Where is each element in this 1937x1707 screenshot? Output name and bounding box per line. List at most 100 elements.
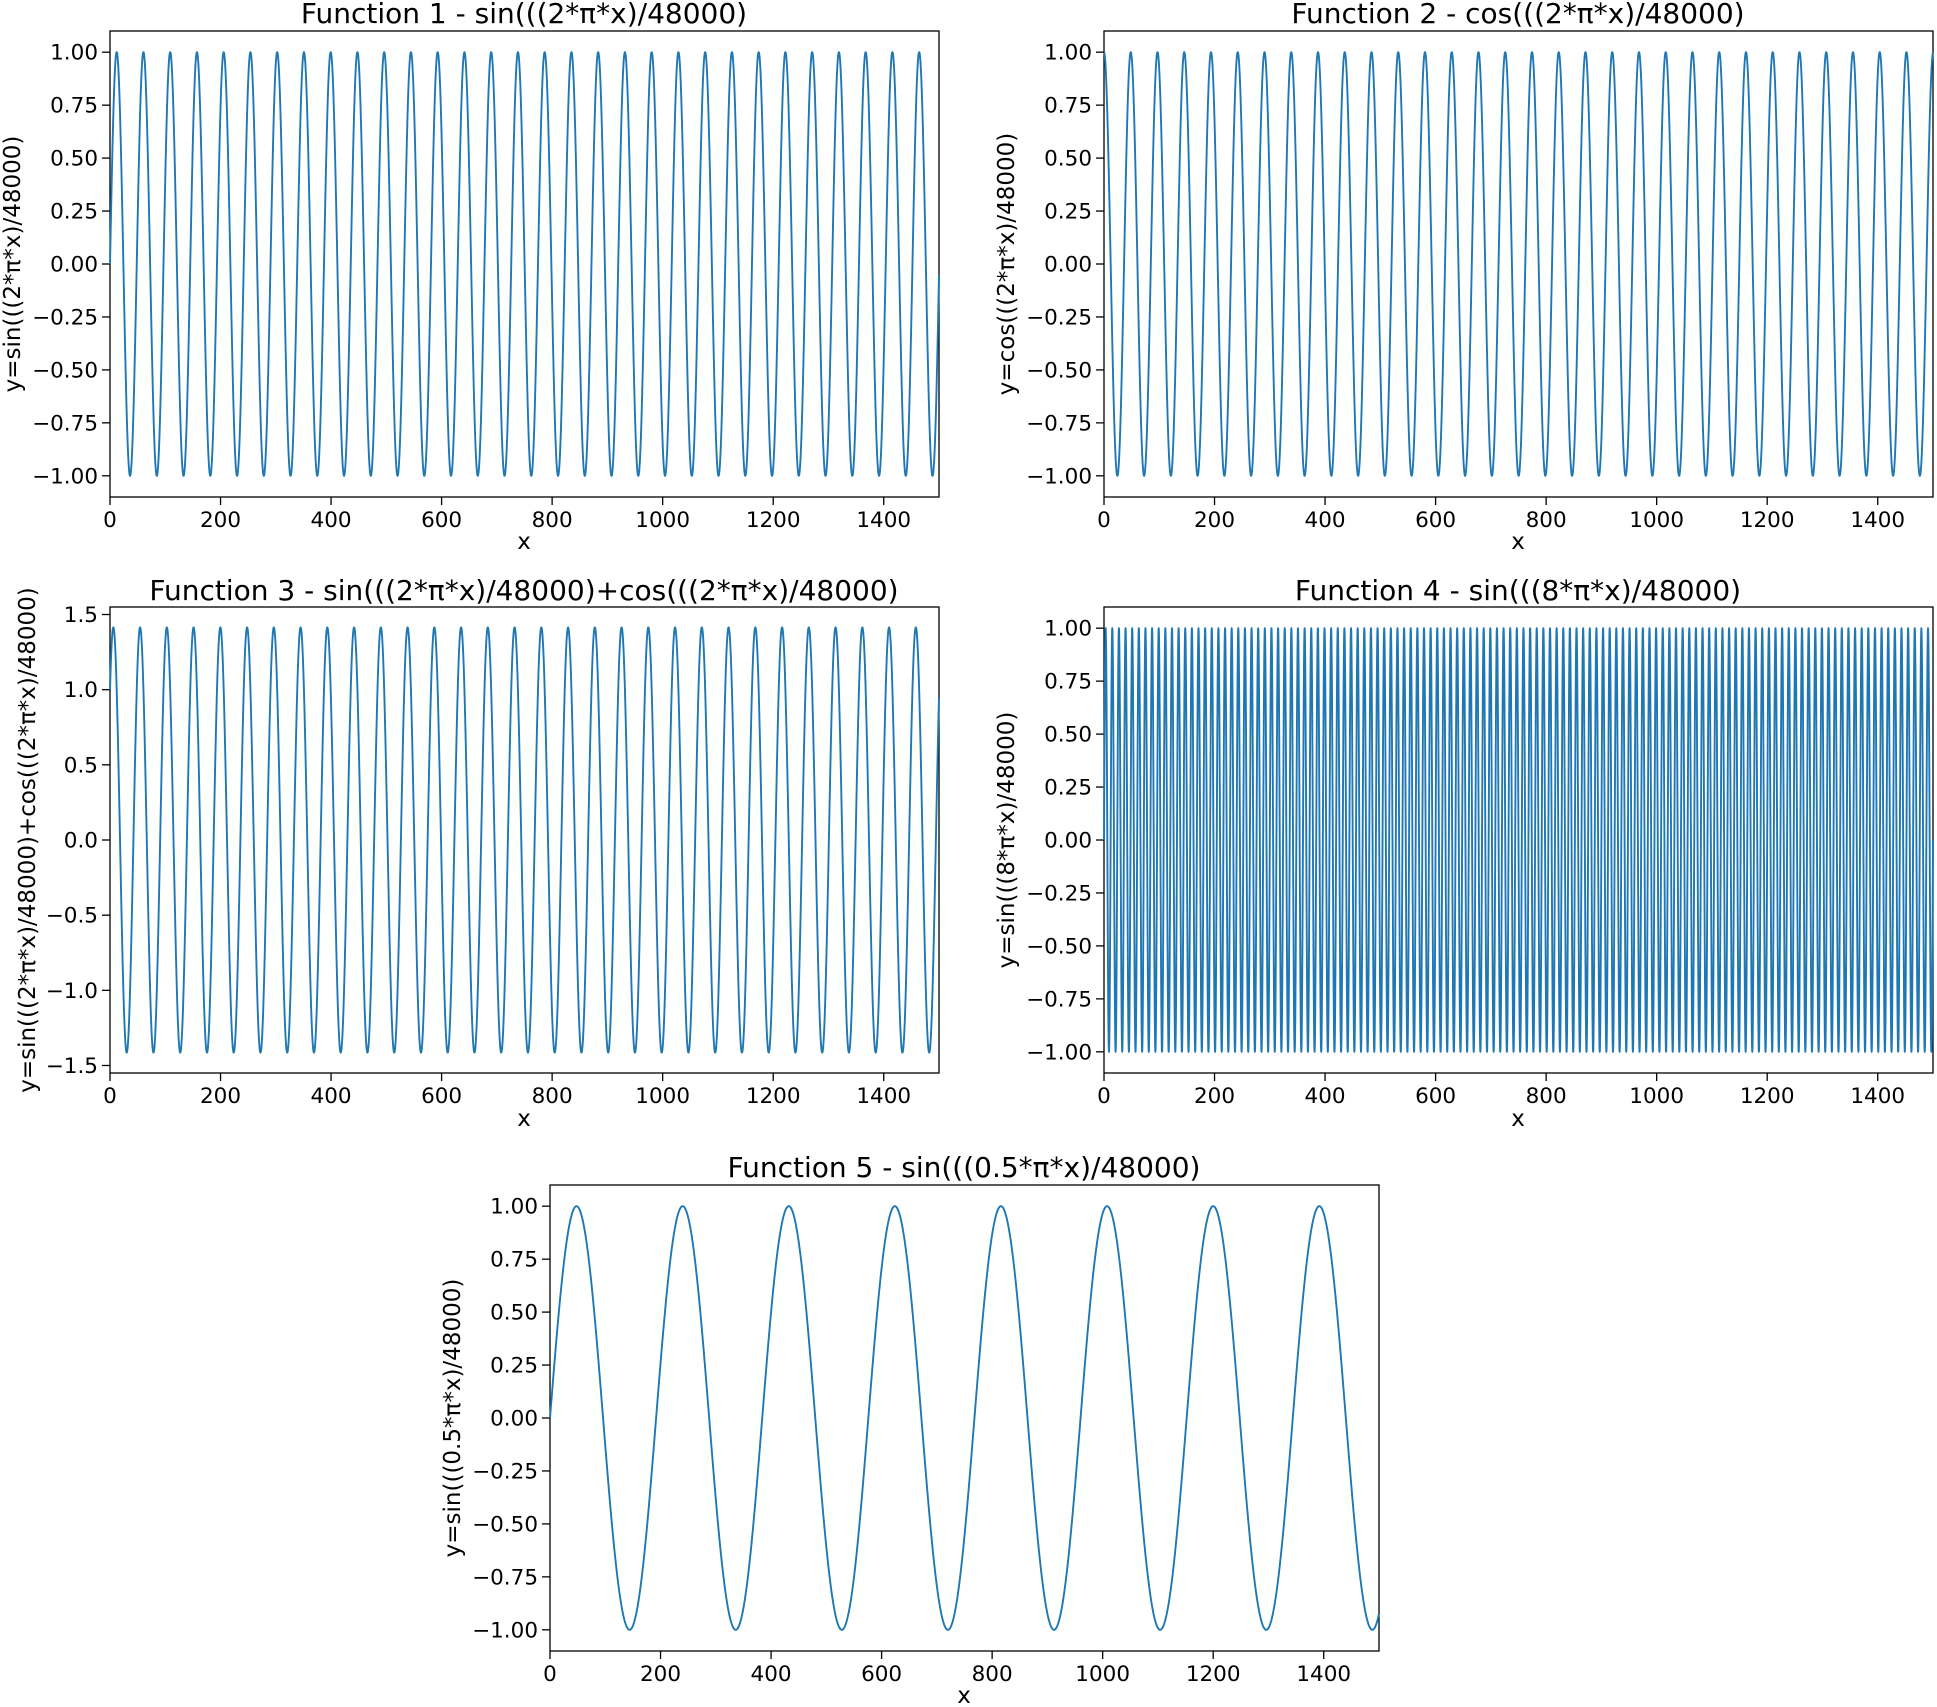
chart-title: Function 2 - cos(((2*π*x)/48000)	[1291, 0, 1744, 30]
x-tick-label: 0	[1097, 508, 1111, 533]
x-tick-label: 1000	[1629, 1084, 1684, 1109]
x-tick-label: 1400	[1850, 508, 1905, 533]
x-tick-label: 1200	[746, 508, 801, 533]
series-group	[109, 51, 940, 477]
y-tick-label: 0.75	[490, 1248, 538, 1273]
x-tick-label: 1000	[635, 1084, 690, 1109]
series-line	[109, 51, 940, 477]
x-axis-label: x	[517, 1106, 531, 1132]
y-tick-label: 0.25	[490, 1354, 538, 1379]
series-group	[109, 626, 940, 1054]
x-tick-label: 0	[1097, 1084, 1111, 1109]
y-tick-label: −1.5	[46, 1054, 98, 1079]
y-axis-label: y=sin(((2*π*x)/48000)+cos(((2*π*x)/48000…	[15, 587, 41, 1093]
subplot-function-1: 0 200 400 600 800 1000 1200 1400 1.00 0.75 0.50 0.2…	[0, 0, 940, 555]
axis-ticks: 0 200 400 600 800 1000 1200 1400 1.00 0.75 0.50 0.2…	[472, 1195, 1351, 1687]
y-tick-label: −0.25	[1026, 881, 1092, 906]
subplot-function-2: 0 200 400 600 800 1000 1200 1400 1.00 0.75 0.50 0.2…	[994, 0, 1934, 555]
x-tick-label: 400	[751, 1662, 792, 1687]
x-tick-label: 1200	[1740, 508, 1795, 533]
chart-title: Function 4 - sin(((8*π*x)/48000)	[1295, 574, 1741, 607]
y-tick-label: 0.75	[1044, 94, 1092, 119]
x-tick-label: 1000	[1629, 508, 1684, 533]
y-tick-label: 0.00	[490, 1407, 538, 1432]
y-tick-label: 1.00	[50, 41, 98, 66]
chart-title: Function 5 - sin(((0.5*π*x)/48000)	[728, 1151, 1201, 1184]
series-group	[549, 1205, 1380, 1631]
x-tick-label: 1400	[1850, 1084, 1905, 1109]
x-tick-label: 200	[640, 1662, 681, 1687]
x-tick-label: 0	[103, 1084, 117, 1109]
subplot-function-3: 0 200 400 600 800 1000 1200 1400 1.5 1.0 0.5 0.0 −0.…	[15, 574, 940, 1132]
y-tick-label: −1.00	[1026, 1040, 1092, 1065]
x-tick-label: 800	[532, 508, 573, 533]
y-tick-label: 0.50	[50, 147, 98, 172]
x-tick-label: 200	[200, 508, 241, 533]
x-tick-label: 600	[861, 1662, 902, 1687]
axis-ticks: 0 200 400 600 800 1000 1200 1400 1.5 1.0 0.5 0.0 −0.…	[46, 603, 911, 1109]
x-tick-label: 1400	[856, 1084, 911, 1109]
x-axis-label: x	[1511, 529, 1525, 555]
y-tick-label: −0.25	[1026, 305, 1092, 330]
y-tick-label: 0.50	[1044, 147, 1092, 172]
x-tick-label: 400	[311, 1084, 352, 1109]
y-tick-label: 1.0	[64, 678, 98, 703]
y-tick-label: −0.50	[472, 1512, 538, 1537]
x-tick-label: 200	[200, 1084, 241, 1109]
y-tick-label: 1.00	[1044, 41, 1092, 66]
y-axis-label: y=sin(((2*π*x)/48000)	[0, 136, 26, 393]
x-tick-label: 600	[421, 508, 462, 533]
y-axis-label: y=cos(((2*π*x)/48000)	[994, 133, 1020, 395]
y-tick-label: −0.5	[46, 904, 98, 929]
y-tick-label: −0.75	[32, 411, 98, 436]
y-tick-label: 0.75	[1044, 670, 1092, 695]
y-tick-label: −1.00	[472, 1618, 538, 1643]
y-tick-label: −0.75	[1026, 987, 1092, 1012]
y-tick-label: 0.00	[1044, 829, 1092, 854]
y-axis-label: y=sin(((0.5*π*x)/48000)	[440, 1279, 466, 1558]
series-line	[549, 1205, 1380, 1631]
series-group	[1103, 51, 1934, 477]
y-tick-label: 0.25	[50, 200, 98, 225]
x-tick-label: 1400	[1296, 1662, 1351, 1687]
x-tick-label: 1000	[1075, 1662, 1130, 1687]
x-tick-label: 1200	[1740, 1084, 1795, 1109]
y-tick-label: 0.50	[1044, 723, 1092, 748]
x-tick-label: 800	[1526, 1084, 1567, 1109]
x-tick-label: 400	[1305, 1084, 1346, 1109]
y-tick-label: 0.50	[490, 1301, 538, 1326]
x-tick-label: 600	[1415, 508, 1456, 533]
y-tick-label: 0.00	[1044, 253, 1092, 278]
subplot-function-4: 0 200 400 600 800 1000 1200 1400 1.00 0.75 0.50 0.2…	[994, 574, 1934, 1132]
y-tick-label: −0.50	[1026, 358, 1092, 383]
y-tick-label: 1.00	[1044, 617, 1092, 642]
x-tick-label: 800	[532, 1084, 573, 1109]
y-tick-label: 0.25	[1044, 776, 1092, 801]
chart-title: Function 3 - sin(((2*π*x)/48000)+cos(((2…	[149, 574, 898, 607]
y-tick-label: 0.75	[50, 94, 98, 119]
y-tick-label: 1.00	[490, 1195, 538, 1220]
x-axis-label: x	[517, 529, 531, 555]
y-tick-label: −1.00	[1026, 464, 1092, 489]
x-tick-label: 600	[421, 1084, 462, 1109]
y-tick-label: −1.00	[32, 464, 98, 489]
x-tick-label: 200	[1194, 1084, 1235, 1109]
y-tick-label: −1.0	[46, 979, 98, 1004]
series-group	[1103, 627, 1934, 1053]
x-tick-label: 0	[103, 508, 117, 533]
series-line	[1103, 51, 1934, 477]
y-tick-label: −0.25	[32, 305, 98, 330]
series-line	[1103, 627, 1934, 1053]
y-tick-label: 0.5	[64, 753, 98, 778]
y-tick-label: 0.25	[1044, 200, 1092, 225]
y-tick-label: 1.5	[64, 603, 98, 628]
y-tick-label: 0.00	[50, 253, 98, 278]
chart-title: Function 1 - sin(((2*π*x)/48000)	[301, 0, 747, 30]
x-tick-label: 400	[1305, 508, 1346, 533]
subplot-function-5: 0 200 400 600 800 1000 1200 1400 1.00 0.75 0.50 0.2…	[440, 1151, 1380, 1707]
y-tick-label: −0.50	[1026, 934, 1092, 959]
y-tick-label: −0.25	[472, 1459, 538, 1484]
axis-ticks: 0 200 400 600 800 1000 1200 1400 1.00 0.75 0.50 0.2…	[1026, 41, 1905, 533]
x-axis-label: x	[957, 1683, 971, 1707]
